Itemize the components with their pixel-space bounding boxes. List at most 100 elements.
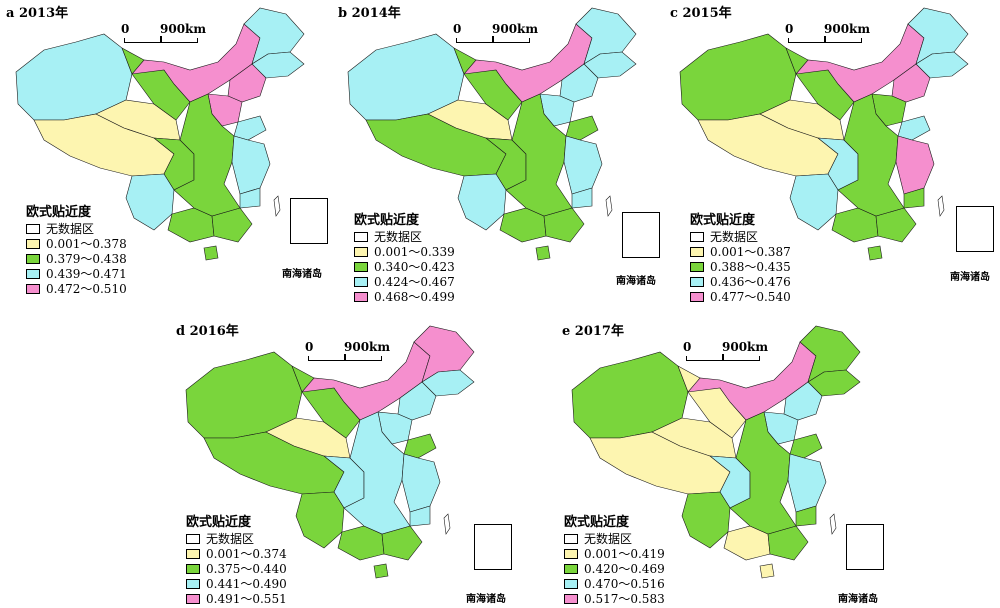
- province-east: [895, 135, 935, 195]
- legend-item: 0.379～0.438: [26, 251, 127, 266]
- legend-item: 无数据区: [564, 531, 665, 546]
- legend-title: 欧式贴近度: [26, 205, 92, 220]
- scale-start: 0: [453, 22, 462, 36]
- province-qinghai: [95, 99, 181, 141]
- province-hainan: [867, 245, 883, 261]
- inset-label: 南海诸岛: [838, 594, 878, 605]
- province-taiwan: [443, 513, 451, 535]
- map-panel-b: b 2014年 0 900km 欧式贴近度 无数据区 0.001～0.339 0.…: [332, 0, 662, 304]
- china-map: [185, 325, 475, 579]
- scale-end: 900km: [824, 22, 871, 36]
- province-shandong: [233, 115, 267, 141]
- province-qinghai: [265, 417, 351, 459]
- south-china-sea-inset: [846, 524, 884, 570]
- china-map: [571, 325, 861, 579]
- panel-label: c 2015年: [670, 6, 732, 21]
- panel-label: e 2017年: [562, 324, 624, 339]
- province-central: [505, 93, 573, 217]
- province-shandong: [789, 433, 823, 459]
- legend-title: 欧式贴近度: [690, 213, 756, 228]
- province-qinghai: [651, 417, 737, 459]
- legend: 欧式贴近度 无数据区 0.001～0.378 0.379～0.438 0.439…: [26, 206, 127, 296]
- south-china-sea-inset: [290, 198, 328, 244]
- scale-bar: 0 900km: [785, 22, 878, 48]
- province-east: [231, 135, 271, 195]
- legend-item: 0.436～0.476: [690, 274, 791, 289]
- legend-item: 0.439～0.471: [26, 266, 127, 281]
- china-map: [679, 7, 969, 261]
- province-qinghai: [759, 99, 845, 141]
- province-fujian: [903, 187, 925, 209]
- scale-bar: 0 900km: [453, 22, 546, 48]
- province-hainan: [759, 563, 775, 579]
- legend-item: 无数据区: [690, 229, 791, 244]
- scale-bar: 0 900km: [121, 22, 214, 48]
- inset-label: 南海诸岛: [950, 272, 990, 283]
- map-panel-e: e 2017年 0 900km 欧式贴近度 无数据区 0.001～0.419 0.…: [556, 318, 886, 608]
- province-hainan: [373, 563, 389, 579]
- inset-label: 南海诸岛: [616, 276, 656, 287]
- province-xinjiang: [571, 351, 689, 439]
- legend-item: 0.001～0.419: [564, 546, 665, 561]
- province-central: [729, 411, 797, 535]
- province-central: [837, 93, 905, 217]
- province-fujian: [571, 187, 593, 209]
- scale-end: 900km: [492, 22, 539, 36]
- scale-start: 0: [683, 340, 692, 354]
- province-yunnan: [295, 491, 345, 549]
- scale-end: 900km: [344, 340, 391, 354]
- province-taiwan: [273, 195, 281, 217]
- scale-end: 900km: [160, 22, 207, 36]
- legend-item: 无数据区: [354, 229, 455, 244]
- province-shandong: [565, 115, 599, 141]
- legend-title: 欧式贴近度: [186, 515, 252, 530]
- legend-item: 0.470～0.516: [564, 576, 665, 591]
- province-xinjiang: [347, 33, 465, 121]
- scale-bar: 0 900km: [683, 340, 776, 366]
- province-shandong: [897, 115, 931, 141]
- south-china-sea-inset: [474, 524, 512, 570]
- province-east: [787, 453, 827, 513]
- legend-item: 0.340～0.423: [354, 259, 455, 274]
- province-yunnan: [125, 173, 175, 231]
- province-shandong: [403, 433, 437, 459]
- china-map: [15, 7, 305, 261]
- legend-item: 0.491～0.551: [186, 591, 287, 606]
- map-panel-d: d 2016年 0 900km 欧式贴近度 无数据区 0.001～0.374 0.…: [170, 318, 512, 608]
- province-fujian: [239, 187, 261, 209]
- legend-item: 0.375～0.440: [186, 561, 287, 576]
- province-fujian: [409, 505, 431, 527]
- scale-end: 900km: [722, 340, 769, 354]
- china-map: [347, 7, 637, 261]
- province-fujian: [795, 505, 817, 527]
- province-yunnan: [681, 491, 731, 549]
- south-china-sea-inset: [622, 212, 660, 258]
- legend-item: 0.001～0.387: [690, 244, 791, 259]
- legend-item: 0.441～0.490: [186, 576, 287, 591]
- province-taiwan: [829, 513, 837, 535]
- legend-item: 0.477～0.540: [690, 289, 791, 304]
- legend: 欧式贴近度 无数据区 0.001～0.419 0.420～0.469 0.470…: [564, 516, 665, 606]
- province-central: [343, 411, 411, 535]
- legend-item: 无数据区: [186, 531, 287, 546]
- south-china-sea-inset: [956, 206, 994, 252]
- legend-item: 0.420～0.469: [564, 561, 665, 576]
- map-panel-c: c 2015年 0 900km 欧式贴近度 无数据区 0.001～0.387 0.…: [664, 0, 994, 304]
- map-panel-a: a 2013年 0 900km 欧式贴近度 无数据区 0.001～0.378 0.…: [0, 0, 330, 296]
- province-hainan: [203, 245, 219, 261]
- province-yunnan: [457, 173, 507, 231]
- province-xinjiang: [679, 33, 797, 121]
- legend-title: 欧式贴近度: [564, 515, 630, 530]
- province-hainan: [535, 245, 551, 261]
- legend: 欧式贴近度 无数据区 0.001～0.339 0.340～0.423 0.424…: [354, 214, 455, 304]
- legend-item: 0.468～0.499: [354, 289, 455, 304]
- legend-item: 0.001～0.374: [186, 546, 287, 561]
- panel-label: b 2014年: [338, 6, 401, 21]
- legend: 欧式贴近度 无数据区 0.001～0.387 0.388～0.435 0.436…: [690, 214, 791, 304]
- legend-item: 0.424～0.467: [354, 274, 455, 289]
- province-qinghai: [427, 99, 513, 141]
- legend-item: 0.001～0.339: [354, 244, 455, 259]
- panel-label: d 2016年: [176, 324, 239, 339]
- legend-title: 欧式贴近度: [354, 213, 420, 228]
- province-xinjiang: [15, 33, 133, 121]
